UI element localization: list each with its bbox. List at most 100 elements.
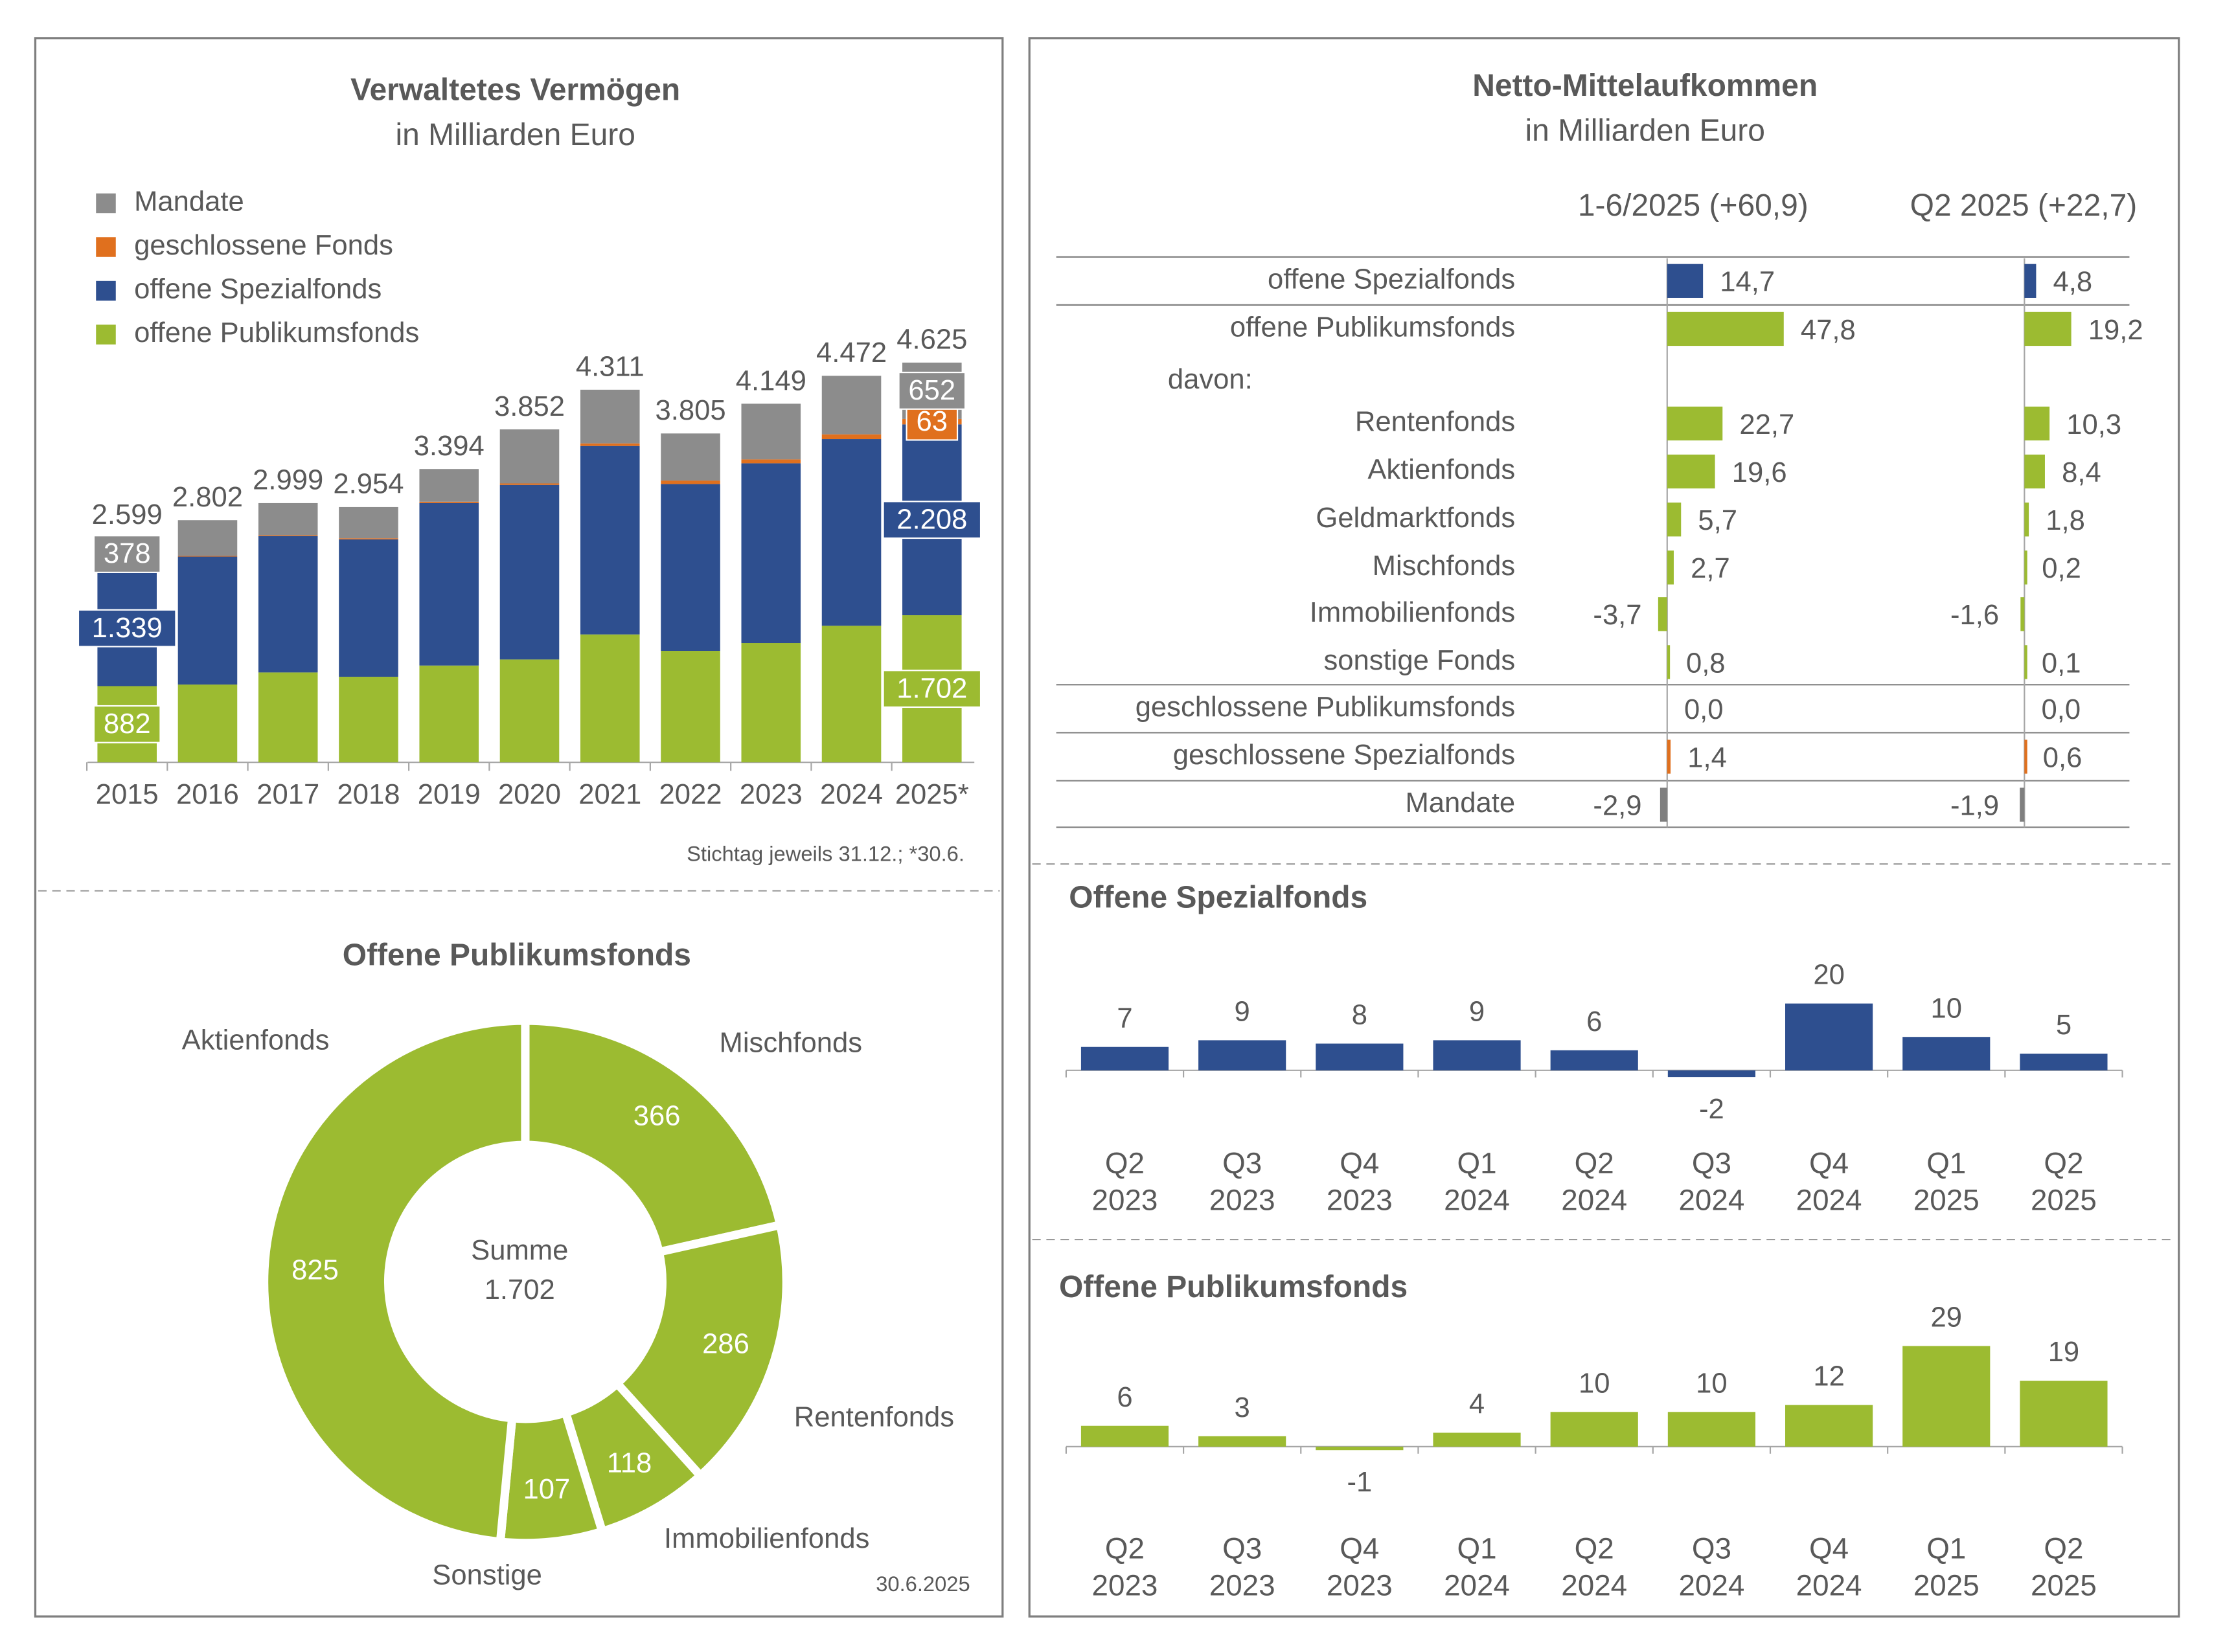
total-label: 2.999 (253, 465, 323, 496)
chart-title: Verwaltetes Vermögen (350, 73, 680, 107)
bar-segment (741, 463, 801, 644)
bar-segment (580, 389, 640, 444)
value-label: 4,8 (2053, 267, 2093, 298)
slice-label: Mischfonds (720, 1028, 862, 1059)
bar (1658, 597, 1667, 631)
bar (2020, 1054, 2108, 1070)
x-tick-label: Q3 2023 (1209, 1148, 1275, 1217)
bar-segment (821, 434, 882, 440)
bar (1433, 1040, 1521, 1070)
x-tick-label: 2019 (418, 779, 481, 810)
slice-label: Rentenfonds (794, 1401, 954, 1432)
bar-segment (419, 469, 479, 502)
chart-title: Offene Spezialfonds (1069, 880, 1367, 914)
bar (2020, 787, 2025, 822)
footnote: Stichtag jeweils 31.12.; *30.6. (687, 842, 964, 866)
x-tick-label: Q2 2024 (1561, 1533, 1628, 1603)
bar-segment (821, 626, 882, 763)
x-tick-label: 2018 (337, 779, 400, 810)
legend-swatch (96, 280, 116, 301)
center-value: 1.702 (485, 1274, 555, 1306)
total-label: 4.149 (736, 365, 806, 396)
value-label: 882 (104, 708, 151, 740)
value-label: 9 (1469, 996, 1485, 1027)
value-label: 2,7 (1691, 553, 1730, 584)
x-tick-label: Q2 2025 (2031, 1148, 2097, 1217)
bar-segment (177, 556, 238, 685)
right-panel (1028, 37, 2180, 1618)
x-tick-label: Q1 2024 (1444, 1148, 1510, 1217)
bar-segment (339, 539, 398, 677)
value-label: 5 (2056, 1010, 2071, 1041)
x-tick-label: 2022 (659, 779, 722, 810)
value-label: 0,0 (2041, 694, 2081, 725)
value-label: -1 (1347, 1467, 1372, 1498)
left-panel (34, 37, 1004, 1618)
value-label: -1,6 (1950, 600, 1999, 631)
total-label: 2.599 (92, 499, 163, 530)
legend-swatch (96, 193, 116, 214)
footnote: 30.6.2025 (876, 1572, 970, 1596)
bar-segment (661, 651, 720, 763)
value-label: 6 (1117, 1382, 1132, 1413)
bar (2024, 454, 2045, 489)
bar (1550, 1412, 1638, 1447)
x-tick-label: Q2 2023 (1091, 1148, 1158, 1217)
x-tick-label: Q4 2023 (1326, 1533, 1393, 1603)
x-tick-label: 2020 (498, 779, 561, 810)
bar-segment (258, 672, 318, 763)
value-label: 8 (1352, 1000, 1367, 1031)
x-tick-label: Q1 2025 (1913, 1148, 1980, 1217)
value-label: 6 (1586, 1006, 1602, 1037)
chart-title: Offene Publikumsfonds (1059, 1270, 1408, 1304)
x-tick-label: 2024 (820, 779, 883, 810)
total-label: 3.852 (494, 391, 565, 422)
bar (1080, 1425, 1169, 1447)
column-header: Q2 2025 (+22,7) (1910, 188, 2138, 223)
value-label-box (898, 371, 966, 410)
bar (1667, 264, 1704, 298)
slice-label: Aktienfonds (182, 1024, 330, 1056)
total-label: 4.472 (816, 337, 887, 368)
bar (1433, 1432, 1521, 1447)
total-label: 3.805 (655, 395, 725, 426)
value-label: 19 (2048, 1337, 2080, 1368)
bar (1316, 1043, 1404, 1070)
bar-segment (339, 538, 398, 539)
value-label: 8,4 (2062, 457, 2101, 488)
bar (1902, 1346, 1991, 1447)
value-label: 7 (1117, 1003, 1132, 1034)
value-label: 4 (1469, 1389, 1485, 1420)
row-label: Geldmarktfonds (1316, 503, 1515, 534)
value-label: -3,7 (1593, 600, 1641, 631)
x-tick-label: 2016 (176, 779, 239, 810)
x-tick-label: Q1 2025 (1913, 1533, 1980, 1603)
bar (2024, 740, 2027, 774)
bar (1667, 550, 1674, 585)
value-label: 9 (1235, 996, 1250, 1027)
bar-segment (580, 443, 640, 446)
bar (1902, 1037, 1991, 1070)
chart-title: Offene Publikumsfonds (343, 938, 691, 973)
value-label: 652 (908, 375, 955, 406)
slice-label: Immobilienfonds (664, 1523, 869, 1554)
bar-segment (258, 503, 318, 536)
value-label: 29 (1931, 1302, 1962, 1333)
bar (1667, 645, 1671, 679)
x-tick-label: 2021 (578, 779, 641, 810)
donut-slice (521, 1016, 786, 1258)
bar (1667, 1070, 1755, 1078)
bar (1785, 1003, 1873, 1070)
bar-segment (741, 459, 801, 464)
bar-segment (661, 433, 720, 481)
bar (2024, 503, 2029, 537)
x-tick-label: 2015 (96, 779, 159, 810)
value-label: 10 (1579, 1368, 1610, 1399)
value-label: 5,7 (1698, 505, 1737, 536)
bar (1316, 1446, 1404, 1451)
row-label: Mischfonds (1373, 550, 1515, 582)
row-label: sonstige Fonds (1323, 645, 1515, 676)
chart-subtitle: in Milliarden Euro (395, 118, 635, 152)
